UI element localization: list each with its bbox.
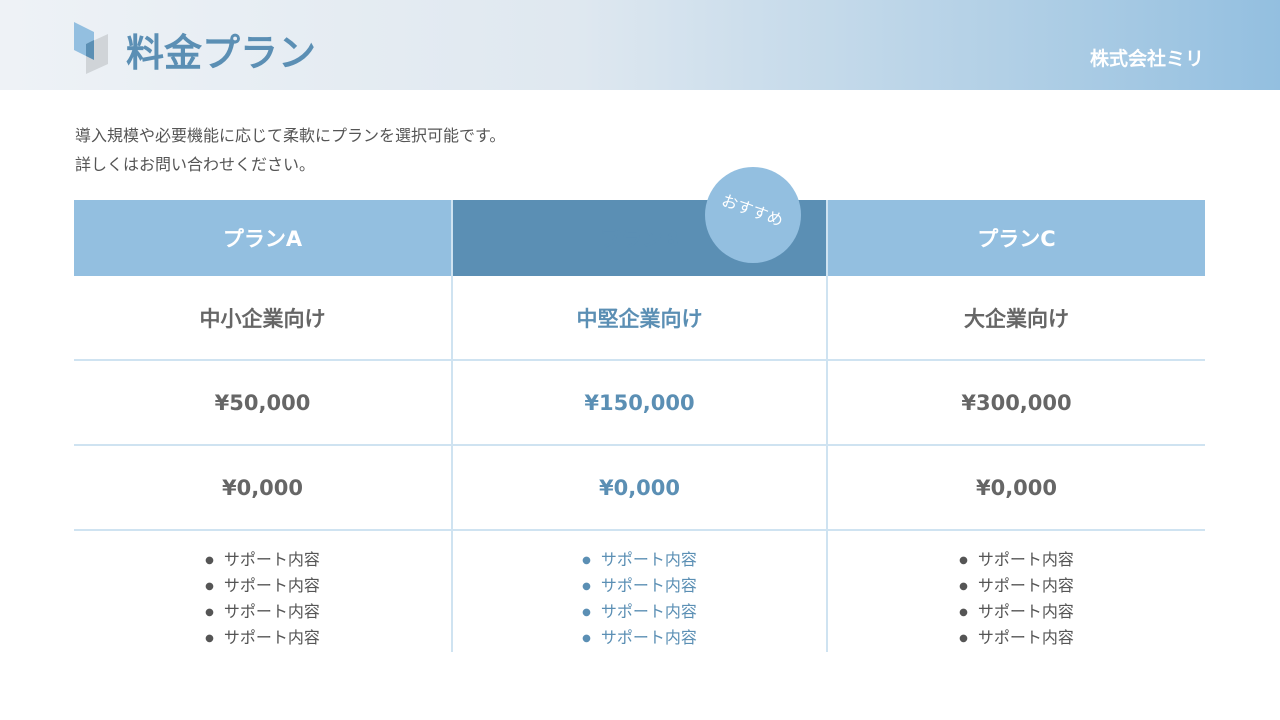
support-item: サポート内容 [959,599,1074,625]
plan-b-target: 中堅企業向け [451,276,828,361]
support-item: サポート内容 [205,599,320,625]
logo-icon [74,22,108,74]
badge-label: おすすめ [719,190,786,231]
support-item: サポート内容 [205,547,320,573]
plan-c-header: プランC [828,200,1205,276]
company-name: 株式会社ミリ [1089,48,1204,70]
plan-c-price: ¥300,000 [828,361,1205,446]
support-item: サポート内容 [205,573,320,599]
plan-a-support: サポート内容 サポート内容 サポート内容 サポート内容 [74,531,451,652]
header-band: 料金プラン 株式会社ミリ [0,0,1280,90]
support-item: サポート内容 [582,599,697,625]
plan-c-fee: ¥0,000 [828,446,1205,531]
support-item: サポート内容 [205,625,320,651]
plan-b-header: プランB [451,200,828,276]
support-item: サポート内容 [582,547,697,573]
support-item: サポート内容 [959,547,1074,573]
description-line: 導入規模や必要機能に応じて柔軟にプランを選択可能です。 [75,126,506,145]
plan-a-price: ¥50,000 [74,361,451,446]
support-item: サポート内容 [959,573,1074,599]
pricing-table: プランA プランB プランC 中小企業向け 中堅企業向け 大企業向け ¥50,0… [74,200,1205,652]
plan-b-price: ¥150,000 [451,361,828,446]
plan-c-support: サポート内容 サポート内容 サポート内容 サポート内容 [828,531,1205,652]
plan-a-target: 中小企業向け [74,276,451,361]
support-item: サポート内容 [582,625,697,651]
plan-c-target: 大企業向け [828,276,1205,361]
support-item: サポート内容 [582,573,697,599]
recommended-badge: おすすめ [705,167,801,263]
plan-a-fee: ¥0,000 [74,446,451,531]
description-line: 詳しくはお問い合わせください。 [75,155,316,174]
page-title: 料金プラン [126,31,317,75]
plan-b-support: サポート内容 サポート内容 サポート内容 サポート内容 [451,531,828,652]
plan-a-header: プランA [74,200,451,276]
plan-b-fee: ¥0,000 [451,446,828,531]
description: 導入規模や必要機能に応じて柔軟にプランを選択可能です。 詳しくはお問い合わせくだ… [75,121,505,179]
support-item: サポート内容 [959,625,1074,651]
